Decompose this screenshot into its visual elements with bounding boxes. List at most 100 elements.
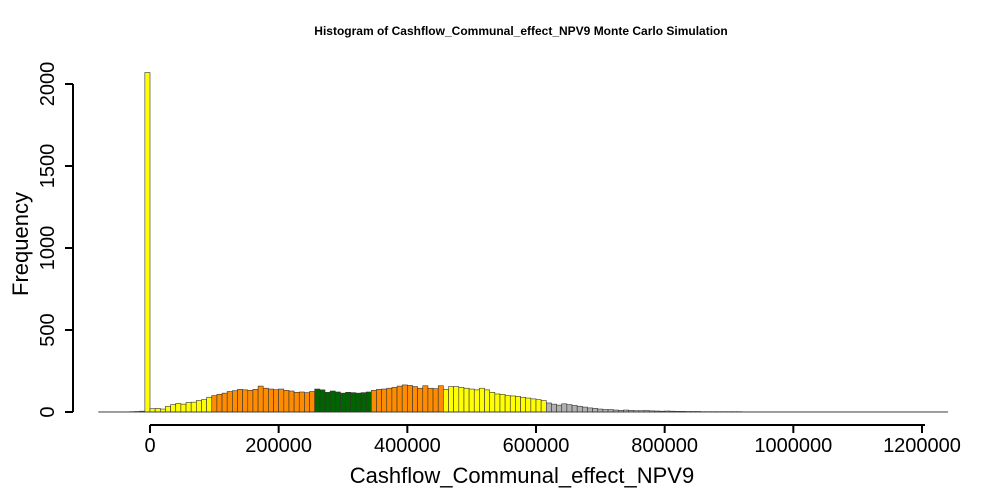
histogram-bar [180, 403, 187, 413]
x-tick-label: 1000000 [754, 435, 832, 457]
histogram-bar [288, 390, 295, 413]
histogram-bar [561, 403, 568, 413]
histogram-bar [206, 396, 213, 413]
histogram-bar [247, 390, 254, 413]
histogram-bar [412, 386, 418, 413]
histogram-bar [355, 392, 362, 413]
histogram-bar [391, 387, 398, 413]
x-tick-label: 800000 [631, 435, 698, 457]
histogram-bar [196, 400, 202, 413]
histogram-bar [149, 408, 156, 413]
x-tick-label: 600000 [503, 435, 570, 457]
histogram-bar [396, 385, 403, 413]
histogram-bar [376, 389, 382, 413]
y-tick-label: 2000 [37, 62, 59, 107]
x-tick-label: 200000 [245, 435, 312, 457]
histogram-bar [365, 391, 372, 413]
histogram-bar [314, 388, 321, 413]
histogram-bar [211, 395, 218, 413]
histogram-bar [257, 385, 264, 413]
histogram-bar [334, 391, 341, 413]
histogram-bar [252, 389, 259, 413]
histogram-bar [556, 404, 563, 413]
histogram-bar [226, 391, 233, 413]
histogram-bar [422, 385, 429, 413]
y-axis-ticks: 0 500 1000 1500 2000 [37, 62, 73, 418]
histogram-bar [597, 408, 604, 413]
histogram-bar [309, 391, 315, 413]
histogram-bar [489, 392, 496, 413]
histogram-bar [551, 403, 557, 413]
x-axis-label: Cashflow_Communal_effect_NPV9 [350, 463, 694, 488]
x-tick-label: 400000 [374, 435, 441, 457]
histogram-bar [494, 393, 501, 413]
histogram-bar [515, 396, 521, 413]
histogram-bar [298, 391, 305, 413]
histogram-bar [350, 392, 357, 413]
histogram-bar [324, 392, 331, 413]
histogram-bar [571, 405, 578, 413]
histogram-bar [484, 389, 490, 413]
histogram-bar [407, 385, 413, 413]
x-tick-label: 1200000 [883, 435, 961, 457]
histogram-bar [293, 392, 300, 413]
x-axis-ticks: 0 200000 400000 600000 800000 1000000 1200000 [144, 425, 961, 457]
histogram-bar [185, 402, 192, 413]
axes [72, 84, 925, 426]
histogram-bar [463, 387, 470, 413]
histogram-bar [175, 403, 182, 413]
histogram-bar [458, 387, 465, 413]
y-tick-label: 1000 [37, 226, 59, 271]
histogram-bar [201, 399, 207, 413]
histogram-bar [268, 388, 274, 413]
histogram-bar [499, 393, 506, 413]
histogram-bar [576, 405, 583, 413]
histogram-bar [154, 408, 161, 413]
histogram-bar [401, 384, 408, 413]
histogram-bar [165, 405, 171, 413]
histogram-bar [144, 72, 151, 413]
histogram-bar [360, 392, 367, 413]
histogram-bar [540, 400, 547, 413]
histogram-bar [530, 398, 537, 413]
histogram-bar [304, 392, 310, 413]
y-tick-label: 0 [37, 406, 59, 417]
histogram-bar [432, 388, 439, 413]
histogram-bar [319, 389, 326, 413]
histogram-bars [98, 72, 949, 413]
histogram-bar [232, 390, 238, 413]
histogram-bar [443, 389, 449, 413]
y-tick-label: 1500 [37, 144, 59, 189]
histogram-bar [437, 385, 444, 413]
histogram-bar [242, 389, 249, 413]
histogram-bar [545, 402, 552, 413]
histogram-bar [525, 397, 532, 413]
histogram-bar [340, 392, 346, 413]
chart-title: Histogram of Cashflow_Communal_effect_NP… [314, 24, 727, 38]
histogram-bar [237, 389, 243, 413]
histogram-bar [170, 404, 177, 413]
histogram-bar [273, 389, 279, 413]
histogram-bar [592, 408, 599, 413]
x-tick-label: 0 [144, 435, 155, 457]
histogram-bar [448, 386, 454, 413]
histogram-bar [566, 404, 573, 413]
histogram-bar [159, 408, 166, 413]
y-tick-label: 500 [37, 313, 59, 346]
histogram-bar [381, 388, 388, 413]
histogram-bar [371, 390, 377, 413]
histogram-bar [278, 388, 285, 413]
histogram-bar [221, 392, 228, 413]
histogram-bar [283, 390, 290, 413]
histogram-bar [468, 388, 475, 413]
histogram-bar [520, 396, 527, 413]
histogram-bar [473, 389, 480, 413]
histogram-bar [582, 406, 588, 413]
histogram-bar [190, 401, 197, 413]
histogram-bar [329, 390, 336, 413]
histogram-bar [417, 387, 424, 413]
histogram-bar [504, 395, 511, 413]
histogram-bar [479, 387, 485, 413]
histogram-bar [216, 393, 223, 413]
